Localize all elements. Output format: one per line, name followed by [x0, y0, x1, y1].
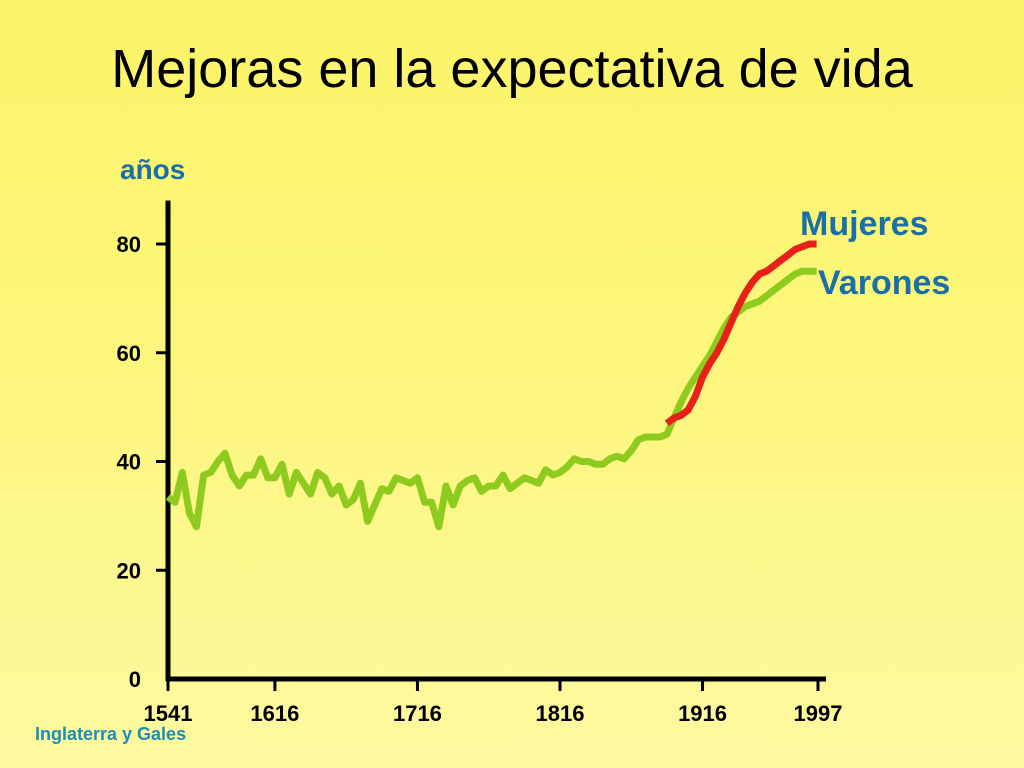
y-tick-label: 40 [117, 450, 141, 475]
x-tick-label: 1716 [393, 701, 442, 726]
y-tick-label: 80 [117, 232, 141, 257]
series-label-mujeres: Mujeres [800, 205, 929, 243]
chart-lines [165, 240, 817, 531]
y-tick-label: 20 [117, 558, 141, 583]
y-axis-label: años [120, 154, 186, 185]
x-tick-label: 1916 [678, 701, 727, 726]
series-label-varones: Varones [818, 264, 951, 302]
x-tick-label: 1997 [794, 701, 843, 726]
series-line-mujeres [664, 240, 817, 427]
y-tick-label: 60 [117, 341, 141, 366]
y-tick-label: 0 [129, 667, 141, 692]
series-line-varones [165, 267, 817, 531]
chart-title: Mejoras en la expectativa de vida [111, 39, 913, 99]
chart-ticks: 0 20 40 60 80 1541 1616 1716 1816 1916 1997 [117, 232, 843, 726]
x-tick-label: 1541 [144, 701, 193, 726]
footnote: Inglaterra y Gales [35, 724, 187, 744]
x-tick-label: 1616 [250, 701, 299, 726]
x-tick-label: 1816 [536, 701, 585, 726]
chart-axes [165, 200, 826, 682]
